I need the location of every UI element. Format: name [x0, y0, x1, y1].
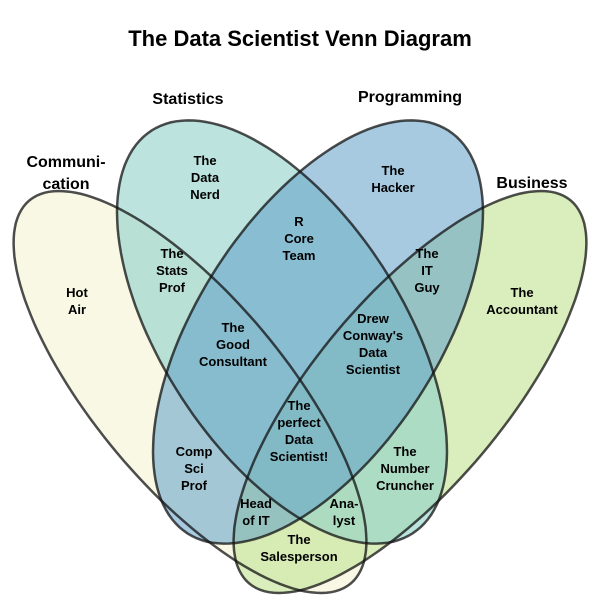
region-label-good-consultant: Good — [216, 337, 250, 352]
region-label-it-guy: The — [415, 246, 438, 261]
region-label-stats-prof: The — [160, 246, 183, 261]
set-business-outline — [232, 189, 588, 595]
region-label-good-consultant: Consultant — [199, 354, 268, 369]
region-label-salesperson: Salesperson — [260, 549, 337, 564]
region-label-hacker: Hacker — [371, 180, 414, 195]
region-label-drew-conway: Conway's — [343, 328, 403, 343]
set-statistics-outline — [115, 119, 449, 545]
region-label-drew-conway: Drew — [357, 311, 390, 326]
set-programming-fill — [153, 120, 483, 544]
region-label-stats-prof: Stats — [156, 263, 188, 278]
region-label-comp-sci-prof: Sci — [184, 461, 204, 476]
region-label-perfect-data-scientist: The — [287, 398, 310, 413]
region-label-comp-sci-prof: Comp — [176, 444, 213, 459]
region-label-perfect-data-scientist: Scientist! — [270, 449, 329, 464]
set-programming-outline — [151, 119, 485, 545]
region-label-analyst: Ana- — [330, 496, 359, 511]
region-label-hot-air: Hot — [66, 285, 88, 300]
region-label-r-core-team: Team — [283, 248, 316, 263]
region-label-data-nerd: Nerd — [190, 187, 220, 202]
set-label-statistics: Statistics — [152, 91, 223, 108]
region-label-it-guy: IT — [421, 263, 433, 278]
set-label-programming: Programming — [358, 89, 462, 106]
set-communication-outline — [12, 189, 368, 595]
region-label-number-cruncher: The — [393, 444, 416, 459]
region-label-drew-conway: Scientist — [346, 362, 401, 377]
set-label-communication: Communi- — [26, 154, 105, 171]
region-label-number-cruncher: Number — [380, 461, 429, 476]
region-label-good-consultant: The — [221, 320, 244, 335]
region-label-perfect-data-scientist: perfect — [277, 415, 321, 430]
region-label-comp-sci-prof: Prof — [181, 478, 208, 493]
region-label-accountant: The — [510, 285, 533, 300]
region-label-number-cruncher: Cruncher — [376, 478, 434, 493]
region-label-perfect-data-scientist: Data — [285, 432, 314, 447]
region-label-data-nerd: The — [193, 153, 216, 168]
region-label-r-core-team: R — [294, 214, 304, 229]
region-label-salesperson: The — [287, 532, 310, 547]
region-label-hot-air: Air — [68, 302, 86, 317]
diagram-title: The Data Scientist Venn Diagram — [128, 26, 472, 51]
region-label-accountant: Accountant — [486, 302, 558, 317]
set-label-business: Business — [496, 175, 567, 192]
region-label-head-of-it: of IT — [242, 513, 269, 528]
region-label-r-core-team: Core — [284, 231, 314, 246]
region-label-drew-conway: Data — [359, 345, 388, 360]
region-label-data-nerd: Data — [191, 170, 220, 185]
region-label-analyst: lyst — [333, 513, 356, 528]
region-label-head-of-it: Head — [240, 496, 272, 511]
set-label-communication: cation — [42, 176, 89, 193]
region-label-it-guy: Guy — [414, 280, 440, 295]
region-label-hacker: The — [381, 163, 404, 178]
region-label-stats-prof: Prof — [159, 280, 186, 295]
